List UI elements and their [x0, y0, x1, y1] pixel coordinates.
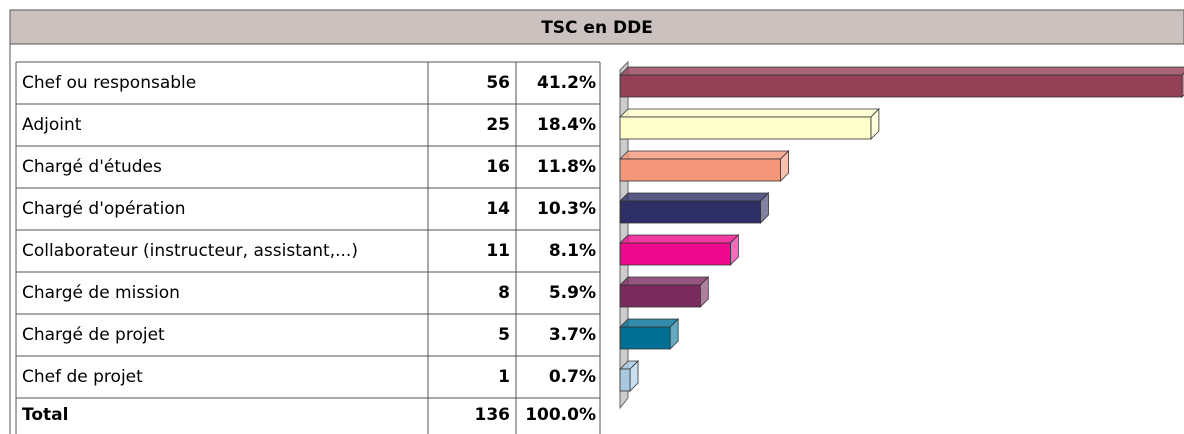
count: 14 — [486, 199, 510, 219]
category-label: Chef ou responsable — [22, 73, 196, 93]
count: 11 — [486, 241, 510, 261]
percentage: 41.2% — [537, 73, 596, 93]
count: 1 — [498, 367, 510, 387]
count: 25 — [486, 115, 510, 135]
header-bar — [9, 9, 1184, 45]
count: 5 — [498, 325, 510, 345]
percentage: 11.8% — [537, 157, 596, 177]
bar — [619, 66, 1184, 98]
total-percentage: 100.0% — [525, 405, 596, 425]
count: 16 — [486, 157, 510, 177]
count: 8 — [498, 283, 510, 303]
bar — [619, 234, 740, 266]
percentage: 5.9% — [549, 283, 596, 303]
percentage: 18.4% — [537, 115, 596, 135]
percentage: 8.1% — [549, 241, 596, 261]
category-label: Chargé de mission — [22, 283, 180, 303]
percentage: 0.7% — [549, 367, 596, 387]
percentage: 3.7% — [549, 325, 596, 345]
bar — [619, 318, 680, 350]
bar — [619, 192, 770, 224]
category-label: Collaborateur (instructeur, assistant,..… — [22, 241, 358, 261]
count: 56 — [486, 73, 510, 93]
bar — [619, 108, 880, 140]
category-label: Adjoint — [22, 115, 82, 135]
category-label: Chargé d'études — [22, 157, 162, 177]
title: TSC en DDE — [541, 18, 653, 38]
category-label: Chef de projet — [22, 367, 143, 387]
total-label: Total — [22, 405, 68, 425]
total-count: 136 — [475, 405, 511, 425]
bar — [619, 276, 710, 308]
category-label: Chargé d'opération — [22, 199, 186, 219]
category-label: Chargé de projet — [22, 325, 165, 345]
percentage: 10.3% — [537, 199, 596, 219]
bar — [619, 150, 790, 182]
bar — [619, 360, 640, 392]
